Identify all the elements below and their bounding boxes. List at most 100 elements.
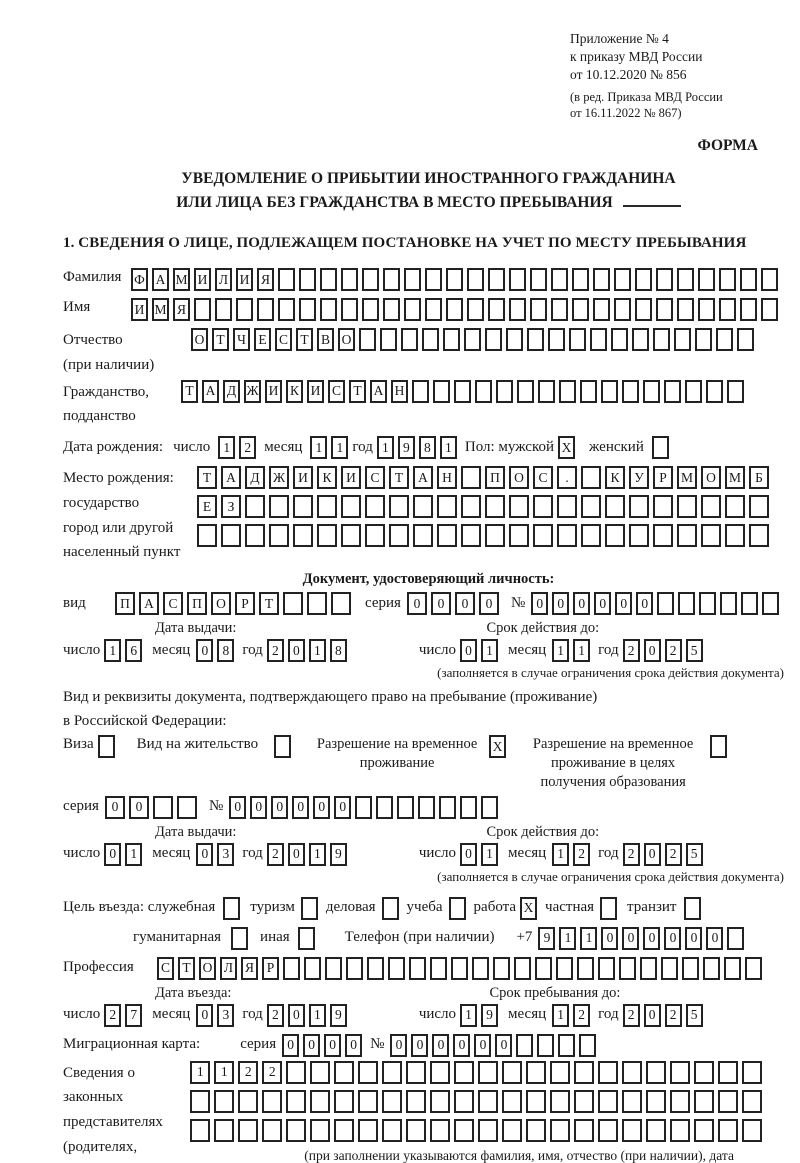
- char-box[interactable]: 9: [397, 436, 415, 460]
- char-box[interactable]: 1: [376, 436, 394, 460]
- char-box[interactable]: [674, 328, 691, 352]
- char-box[interactable]: [502, 1118, 523, 1142]
- char-box[interactable]: [422, 328, 439, 352]
- char-box[interactable]: 0: [324, 1033, 342, 1057]
- char-box[interactable]: [293, 524, 313, 548]
- char-box[interactable]: [346, 956, 363, 980]
- char-box[interactable]: [643, 379, 660, 403]
- char-box[interactable]: [367, 956, 384, 980]
- char-box[interactable]: [548, 328, 565, 352]
- char-box[interactable]: [741, 592, 759, 616]
- char-box[interactable]: [358, 1089, 379, 1113]
- business-checkbox[interactable]: [381, 896, 403, 920]
- char-box[interactable]: М: [152, 298, 169, 322]
- char-box[interactable]: 6: [125, 639, 143, 663]
- char-box[interactable]: [197, 524, 217, 548]
- char-box[interactable]: С: [328, 379, 345, 403]
- char-box[interactable]: [661, 956, 678, 980]
- char-box[interactable]: Е: [197, 495, 217, 519]
- char-box[interactable]: 0: [636, 592, 654, 616]
- char-box[interactable]: 2: [104, 1003, 122, 1027]
- char-box[interactable]: 0: [287, 1003, 305, 1027]
- char-box[interactable]: 1: [552, 842, 570, 866]
- tourism-checkbox[interactable]: [300, 896, 322, 920]
- char-box[interactable]: [622, 1060, 643, 1084]
- char-box[interactable]: [572, 268, 589, 292]
- char-box[interactable]: Л: [215, 268, 232, 292]
- char-box[interactable]: [493, 956, 510, 980]
- char-box[interactable]: [215, 298, 232, 322]
- char-box[interactable]: О: [211, 592, 231, 616]
- char-box[interactable]: [509, 524, 529, 548]
- char-box[interactable]: [362, 298, 379, 322]
- char-box[interactable]: [320, 268, 337, 292]
- char-box[interactable]: 2: [239, 436, 257, 460]
- char-box[interactable]: [742, 1060, 763, 1084]
- char-box[interactable]: [514, 956, 531, 980]
- char-box[interactable]: [574, 1089, 595, 1113]
- char-box[interactable]: [467, 298, 484, 322]
- char-box[interactable]: [670, 1060, 691, 1084]
- char-box[interactable]: [488, 268, 505, 292]
- char-box[interactable]: 2: [622, 639, 640, 663]
- char-box[interactable]: [461, 466, 481, 490]
- char-box[interactable]: [425, 298, 442, 322]
- char-box[interactable]: [409, 956, 426, 980]
- char-box[interactable]: .: [557, 466, 577, 490]
- char-box[interactable]: [238, 1118, 259, 1142]
- char-box[interactable]: [646, 1089, 667, 1113]
- char-box[interactable]: [496, 379, 513, 403]
- char-box[interactable]: [526, 1118, 547, 1142]
- char-box[interactable]: 9: [481, 1003, 499, 1027]
- sex-male-checkbox[interactable]: X: [558, 436, 579, 460]
- char-box[interactable]: 0: [643, 639, 661, 663]
- char-box[interactable]: 0: [411, 1033, 429, 1057]
- char-box[interactable]: О: [338, 328, 355, 352]
- char-box[interactable]: И: [194, 268, 211, 292]
- char-box[interactable]: О: [199, 956, 216, 980]
- char-box[interactable]: [478, 1089, 499, 1113]
- char-box[interactable]: [581, 466, 601, 490]
- char-box[interactable]: [605, 495, 625, 519]
- char-box[interactable]: [317, 524, 337, 548]
- char-box[interactable]: [464, 328, 481, 352]
- char-box[interactable]: [517, 379, 534, 403]
- char-box[interactable]: Д: [245, 466, 265, 490]
- char-box[interactable]: [537, 1033, 555, 1057]
- char-box[interactable]: [653, 328, 670, 352]
- char-box[interactable]: И: [293, 466, 313, 490]
- char-box[interactable]: [694, 1060, 715, 1084]
- char-box[interactable]: [190, 1118, 211, 1142]
- char-box[interactable]: [413, 524, 433, 548]
- char-box[interactable]: 1: [308, 842, 326, 866]
- char-box[interactable]: [577, 956, 594, 980]
- char-box[interactable]: [724, 956, 741, 980]
- char-box[interactable]: [598, 1060, 619, 1084]
- char-box[interactable]: [685, 379, 702, 403]
- char-box[interactable]: [433, 379, 450, 403]
- char-box[interactable]: 0: [406, 592, 427, 616]
- char-box[interactable]: [236, 298, 253, 322]
- char-box[interactable]: [710, 735, 728, 759]
- char-box[interactable]: 7: [125, 1003, 143, 1027]
- char-box[interactable]: К: [605, 466, 625, 490]
- char-box[interactable]: 0: [271, 795, 289, 819]
- char-box[interactable]: [430, 956, 447, 980]
- char-box[interactable]: [382, 1089, 403, 1113]
- char-box[interactable]: Б: [749, 466, 769, 490]
- char-box[interactable]: К: [286, 379, 303, 403]
- char-box[interactable]: [454, 1118, 475, 1142]
- char-box[interactable]: [698, 298, 715, 322]
- char-box[interactable]: [574, 1118, 595, 1142]
- char-box[interactable]: 1: [104, 639, 122, 663]
- char-box[interactable]: [262, 1118, 283, 1142]
- char-box[interactable]: [533, 495, 553, 519]
- char-box[interactable]: Р: [653, 466, 673, 490]
- char-box[interactable]: [502, 1089, 523, 1113]
- char-box[interactable]: [656, 298, 673, 322]
- char-box[interactable]: [238, 1089, 259, 1113]
- char-box[interactable]: 8: [329, 639, 347, 663]
- char-box[interactable]: [245, 524, 265, 548]
- char-box[interactable]: 9: [329, 1003, 347, 1027]
- char-box[interactable]: [598, 956, 615, 980]
